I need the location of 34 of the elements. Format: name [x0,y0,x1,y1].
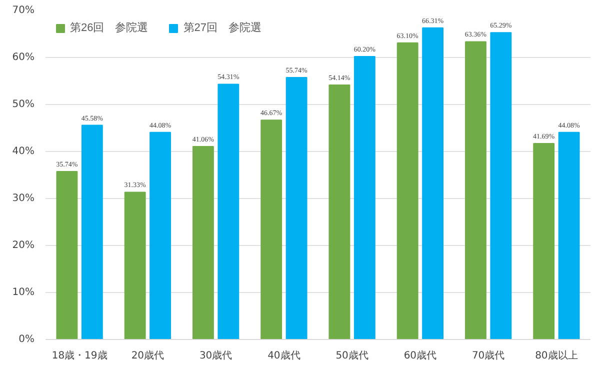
x-tick-label: 50歳代 [336,350,368,362]
x-tick-label: 40歳代 [268,350,300,362]
y-tick-label: 70% [12,5,35,16]
x-tick-label: 70歳代 [472,350,505,362]
x-tick-label: 60歳代 [404,350,437,362]
bar [328,84,350,340]
bar [81,124,103,340]
y-tick-label: 20% [12,240,35,251]
bar [218,84,240,340]
x-tick-label: 20歳代 [131,350,164,362]
y-tick-label: 60% [12,52,35,63]
bar [533,143,555,340]
bar [56,171,78,340]
bar [150,132,172,340]
y-tick-label: 40% [12,146,35,157]
bar [260,120,282,340]
bar [354,56,376,340]
y-tick-label: 0% [18,334,35,345]
bar [124,192,146,340]
bar [286,77,308,340]
bar [192,146,214,340]
bar [558,132,580,340]
y-tick-label: 30% [12,193,35,204]
x-tick-label: 18歳・19歳 [52,350,108,362]
bar [422,27,444,340]
x-tick-label: 80歳以上 [535,350,578,362]
bar [396,42,418,340]
legend-label: 第27回 参院選 [183,21,262,35]
bar [490,32,512,340]
y-tick-label: 10% [12,287,35,298]
bar [464,41,486,340]
x-tick-label: 30歳代 [199,350,232,362]
legend-label: 第26回 参院選 [70,21,148,35]
y-tick-label: 50% [12,99,35,110]
